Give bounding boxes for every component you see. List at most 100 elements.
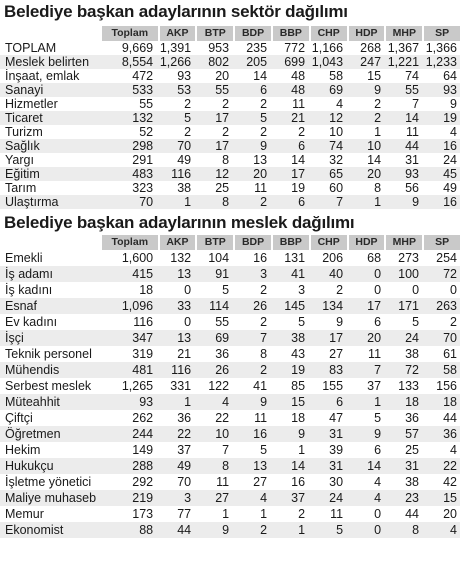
table2-cell: 7 (222, 443, 230, 457)
table2-column-header: MHP (386, 235, 423, 250)
table1-cell: 69 (329, 83, 344, 97)
table1-column-header: Toplam (102, 26, 158, 41)
table2-cell: 6 (374, 315, 382, 329)
table2-cell: 4 (374, 491, 382, 505)
table1-row: Ticaret 132 5 17 5 21 12 2 14 19 (0, 111, 460, 125)
table1-cell: 5 (260, 111, 268, 125)
table2-row: Serbest meslek 1,265 331 122 41 85 155 37 133 156 (0, 378, 460, 394)
table1-column-header: BDP (235, 26, 271, 41)
table2-row-label: İşçi (5, 331, 24, 345)
table1-cell: 17 (291, 167, 306, 181)
table1-column-header: HDP (348, 26, 385, 41)
table2-cell: 36 (215, 347, 230, 361)
table2-row: Öğretmen 244 22 10 16 9 31 9 57 36 (0, 426, 460, 442)
table1-row: Yargı 291 49 8 13 14 32 14 31 24 (0, 153, 460, 167)
table2-column-header: AKP (159, 235, 196, 250)
table2-cell: 1 (184, 395, 192, 409)
table2-cell: 4 (374, 475, 382, 489)
table2-cell: 1 (298, 443, 306, 457)
table2-cell: 18 (443, 395, 457, 409)
table2-row: Emekli 1,600 132 104 16 131 206 68 273 254 (0, 250, 460, 266)
table2-cell: 11 (216, 475, 230, 489)
table2-cell: 4 (222, 395, 230, 409)
table2-cell: 49 (177, 459, 192, 473)
table2-row: İşletme yönetici 292 70 11 27 16 30 4 38 42 (0, 474, 460, 490)
table2-cell: 481 (132, 363, 154, 377)
table1-cell: 6 (298, 139, 306, 153)
table2-cell: 22 (215, 411, 230, 425)
table2-cell: 14 (291, 459, 306, 473)
table2-row-label: Hukukçu (5, 459, 54, 473)
table1-column-header: AKP (159, 26, 196, 41)
table2-cell: 13 (177, 267, 192, 281)
table1-row: Sanayi 533 53 55 6 48 69 9 55 93 (0, 83, 460, 97)
table1-row-label: Tarım (5, 181, 37, 195)
table2-row-label: Serbest meslek (5, 379, 92, 393)
table1-column-header: MHP (386, 26, 423, 41)
table2-column-header: BDP (235, 235, 271, 250)
table2-cell: 347 (132, 331, 154, 345)
table2-cell: 26 (215, 363, 230, 377)
table1-cell: 8 (222, 195, 230, 209)
table1-cell: 1,233 (425, 55, 457, 69)
table1-row: Tarım 323 38 25 11 19 60 8 56 49 (0, 181, 460, 195)
table2-cell: 244 (132, 427, 154, 441)
table1-cell: 14 (291, 153, 306, 167)
table1-cell: 1,166 (311, 41, 344, 55)
table1-cell: 2 (374, 97, 382, 111)
table1-cell: 802 (208, 55, 230, 69)
table2-cell: 18 (139, 283, 154, 297)
table1-cell: 12 (329, 111, 344, 125)
table2-cell: 0 (374, 283, 382, 297)
table1-cell: 9,669 (121, 41, 154, 55)
table2-cell: 93 (139, 395, 154, 409)
table1-cell: 60 (329, 181, 344, 195)
table1-cell: 2 (260, 195, 268, 209)
table2-cell: 11 (330, 507, 344, 521)
table2-cell: 116 (171, 363, 192, 377)
table1-row-label: Ticaret (5, 111, 43, 125)
table1-cell: 1 (184, 195, 192, 209)
table1-cell: 116 (171, 167, 192, 181)
table1-cell: 48 (291, 83, 306, 97)
table2-cell: 263 (436, 299, 457, 313)
table2-cell: 134 (322, 299, 344, 313)
table1-cell: 14 (405, 111, 420, 125)
table2-cell: 41 (291, 267, 306, 281)
table1-cell: 1 (374, 125, 382, 139)
table2-cell: 41 (253, 379, 268, 393)
table2-cell: 2 (260, 315, 268, 329)
table2-cell: 36 (405, 411, 420, 425)
table1-cell: 9 (260, 139, 268, 153)
table2-row: Mühendis 481 116 26 2 19 83 7 72 58 (0, 362, 460, 378)
table1-header: Toplam AKP BTP BDP BBP CHP HDP MHP SP (100, 26, 460, 41)
table2-cell: 132 (170, 251, 192, 265)
table2-cell: 319 (132, 347, 154, 361)
table1-row: İnşaat, emlak 472 93 20 14 48 58 15 74 64 (0, 69, 460, 83)
table1-cell: 13 (253, 153, 268, 167)
table2-cell: 149 (132, 443, 154, 457)
table1-cell: 9 (450, 97, 457, 111)
table2-cell: 18 (291, 411, 306, 425)
table2-row-label: Esnaf (5, 299, 37, 313)
table1-row-label: İnşaat, emlak (5, 69, 80, 83)
table2-cell: 37 (291, 491, 306, 505)
table2-cell: 24 (405, 331, 420, 345)
table2-header: Toplam AKP BTP BDP BBP CHP HDP MHP SP (100, 235, 460, 250)
table2-cell: 2 (298, 507, 306, 521)
table1-cell: 11 (254, 181, 268, 195)
table2-cell: 1 (222, 507, 230, 521)
table2-cell: 10 (215, 427, 230, 441)
table2-cell: 31 (405, 459, 420, 473)
table2-cell: 23 (405, 491, 420, 505)
table2-row-label: İş adamı (5, 267, 53, 281)
table1-column-header: BBP (272, 26, 309, 41)
table2-cell: 5 (298, 315, 306, 329)
table2-cell: 15 (291, 395, 306, 409)
table1-cell: 699 (284, 55, 306, 69)
table1-cell: 15 (367, 69, 382, 83)
table2-row: Teknik personel 319 21 36 8 43 27 11 38 61 (0, 346, 460, 362)
table2-cell: 1,265 (121, 379, 154, 393)
table1-cell: 74 (329, 139, 344, 153)
table2-cell: 5 (336, 523, 344, 537)
